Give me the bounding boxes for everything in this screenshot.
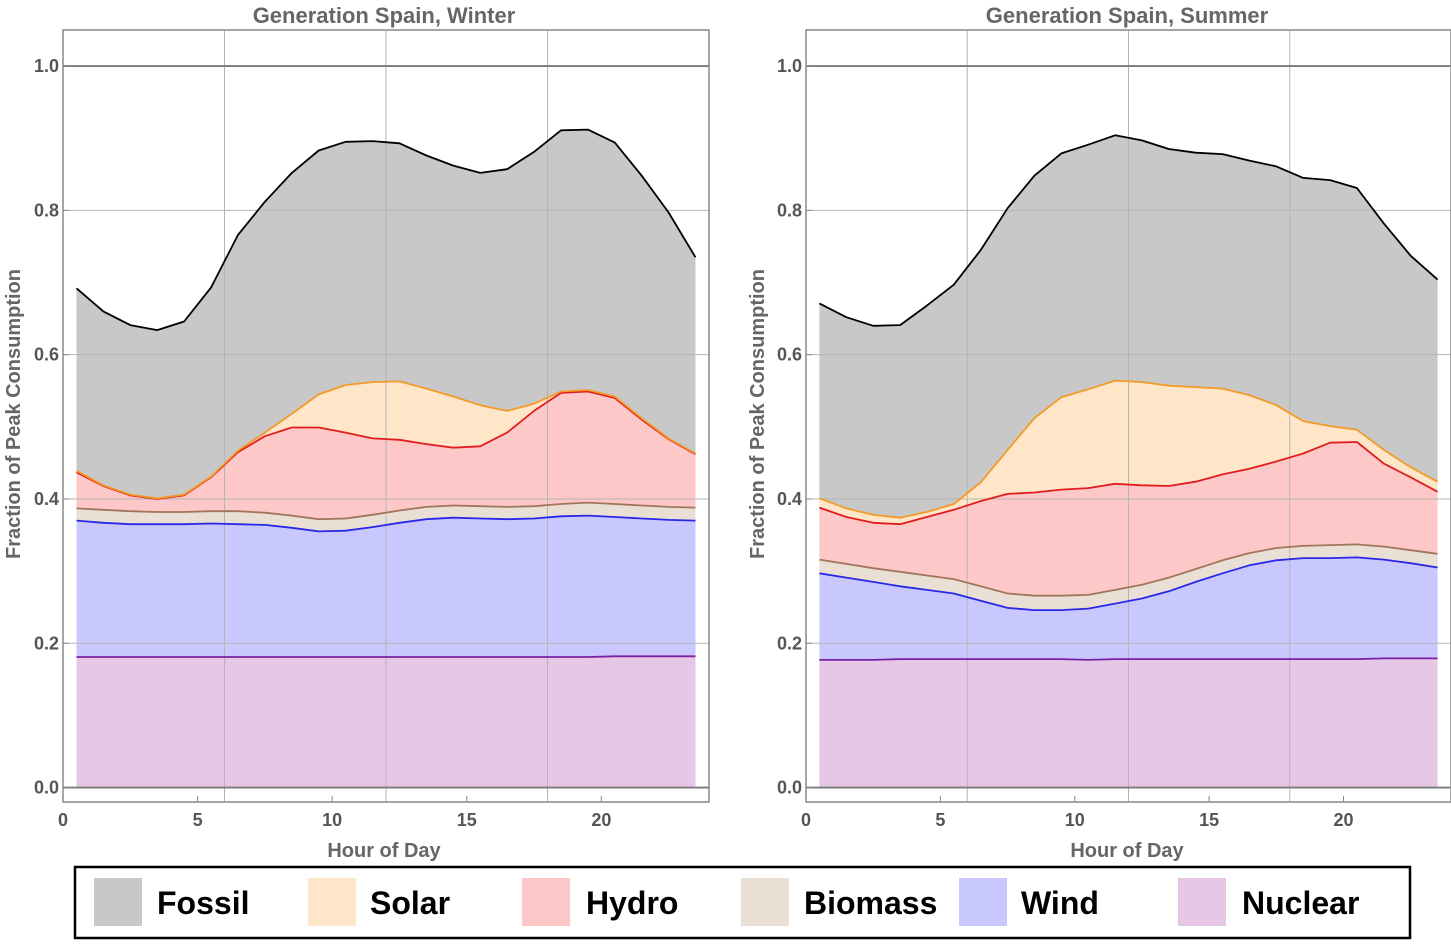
line-fossil	[818, 134, 1439, 327]
y-tick-label: 0.6	[34, 345, 59, 365]
chart-title: Generation Spain, Winter	[253, 3, 516, 28]
legend-label-biomass: Biomass	[804, 885, 937, 921]
legend-item-wind: Wind	[959, 878, 1099, 926]
y-tick-labels: 0.0 0.2 0.4 0.6 0.8 1.0	[34, 56, 59, 797]
legend-swatch-solar	[308, 878, 356, 926]
line-solar	[819, 379, 1439, 519]
x-tick-label: 15	[457, 810, 477, 830]
y-tick-label: 0.4	[34, 489, 59, 509]
legend-item-nuclear: Nuclear	[1178, 878, 1359, 926]
legend-label-hydro: Hydro	[586, 885, 678, 921]
y-tick-label: 0.6	[777, 345, 802, 365]
y-axis-label: Fraction of Peak Consumption	[3, 269, 25, 559]
chart-title: Generation Spain, Summer	[986, 3, 1269, 28]
x-axis-label: Hour of Day	[327, 840, 441, 862]
line-solar	[76, 380, 696, 500]
series-lines	[75, 128, 697, 658]
y-axis-label: Fraction of Peak Consumption	[747, 269, 769, 559]
legend-label-fossil: Fossil	[157, 885, 249, 921]
line-wind	[819, 556, 1438, 611]
legend-label-wind: Wind	[1021, 885, 1099, 921]
legend-swatch-nuclear	[1178, 878, 1226, 926]
legend-swatch-wind	[959, 878, 1007, 926]
legend-item-solar: Solar	[308, 878, 450, 926]
y-tick-labels: 0.0 0.2 0.4 0.6 0.8 1.0	[777, 56, 802, 797]
legend-label-nuclear: Nuclear	[1242, 885, 1359, 921]
x-tick-labels: 0 5 10 15 20	[58, 810, 611, 830]
x-tick-label: 20	[591, 810, 611, 830]
x-tick-label: 0	[58, 810, 68, 830]
x-tick-label: 10	[322, 810, 342, 830]
line-nuclear	[76, 655, 696, 658]
legend-item-hydro: Hydro	[522, 878, 678, 926]
legend-item-fossil: Fossil	[94, 878, 249, 926]
x-tick-labels: 0 5 10 15 20	[801, 810, 1354, 830]
x-tick-label: 15	[1199, 810, 1219, 830]
grid-lines	[62, 30, 709, 802]
line-nuclear	[819, 657, 1438, 661]
legend-swatch-biomass	[741, 878, 789, 926]
legend-label-solar: Solar	[370, 885, 450, 921]
legend: Fossil Solar Hydro Biomass Wind Nuclear	[73, 865, 1412, 940]
y-tick-label: 0.8	[34, 200, 59, 220]
line-wind	[76, 514, 696, 533]
chart-panel-summer: Generation Spain, Summer 0 5 10 15 20 0.0 0.2…	[747, 3, 1451, 862]
line-biomass	[819, 543, 1438, 597]
x-tick-label: 20	[1333, 810, 1353, 830]
plot-frame	[62, 29, 710, 803]
y-tick-label: 0.0	[777, 778, 802, 798]
plot-frame	[805, 29, 1451, 803]
legend-swatch-hydro	[522, 878, 570, 926]
chart-panel-winter: Generation Spain, Winter 0 5 10 15 20 0.0 0.2…	[3, 3, 710, 862]
line-hydro	[819, 441, 1439, 526]
x-tick-label: 0	[801, 810, 811, 830]
line-fossil	[75, 128, 697, 332]
legend-item-biomass: Biomass	[741, 878, 937, 926]
line-biomass	[76, 501, 696, 521]
x-tick-label: 10	[1065, 810, 1085, 830]
x-tick-label: 5	[193, 810, 203, 830]
grid-lines	[805, 30, 1451, 802]
y-tick-label: 0.2	[777, 633, 802, 653]
y-tick-label: 0.4	[777, 489, 802, 509]
y-tick-label: 0.0	[34, 778, 59, 798]
x-tick-label: 5	[935, 810, 945, 830]
x-axis-label: Hour of Day	[1070, 840, 1184, 862]
y-tick-label: 0.8	[777, 200, 802, 220]
area-biomass	[819, 544, 1438, 611]
legend-swatch-fossil	[94, 878, 142, 926]
y-tick-label: 0.2	[34, 633, 59, 653]
y-tick-label: 1.0	[34, 56, 59, 76]
series-lines	[818, 134, 1439, 661]
y-tick-label: 1.0	[777, 56, 802, 76]
